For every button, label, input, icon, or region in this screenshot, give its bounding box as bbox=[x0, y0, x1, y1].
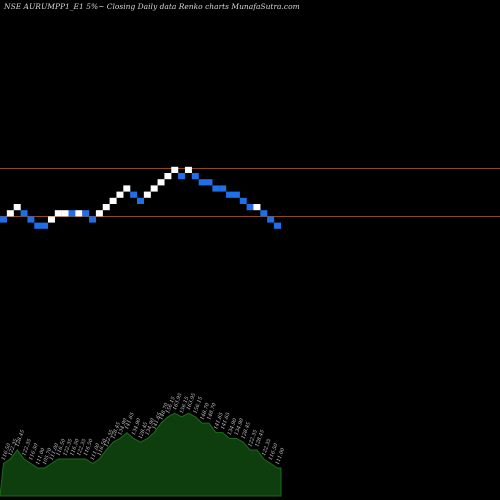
volume-label: 156.15 bbox=[179, 396, 191, 414]
volume-label: 141.65 bbox=[220, 412, 232, 430]
renko-bricks bbox=[0, 166, 281, 229]
up-brick bbox=[109, 197, 117, 204]
volume-label: 128.45 bbox=[138, 421, 150, 439]
volume-label: 148.70 bbox=[199, 402, 211, 421]
volume-label: 148.70 bbox=[158, 402, 170, 421]
down-brick bbox=[260, 210, 268, 217]
volume-label: 111.00 bbox=[275, 446, 287, 465]
down-brick bbox=[267, 216, 275, 223]
volume-label: 134.90 bbox=[145, 417, 157, 436]
up-brick bbox=[102, 204, 110, 211]
down-brick bbox=[219, 185, 227, 192]
volume-label: 111.00 bbox=[90, 442, 102, 461]
volume-label: 122.35 bbox=[62, 438, 74, 456]
volume-label: 128.45 bbox=[14, 429, 26, 447]
volume-labels: 116.50122.35128.45122.35116.50111.00105.… bbox=[1, 392, 287, 465]
down-brick bbox=[246, 204, 254, 211]
down-brick bbox=[89, 216, 97, 223]
down-brick bbox=[239, 197, 247, 204]
volume-label: 122.35 bbox=[21, 438, 33, 456]
up-brick bbox=[116, 191, 124, 198]
up-brick bbox=[95, 210, 103, 217]
up-brick bbox=[54, 210, 62, 217]
up-brick bbox=[75, 210, 83, 217]
up-brick bbox=[253, 204, 261, 211]
down-brick bbox=[226, 191, 234, 198]
down-brick bbox=[20, 210, 28, 217]
down-brick bbox=[205, 179, 213, 186]
up-brick bbox=[123, 185, 131, 192]
up-brick bbox=[150, 185, 158, 192]
down-brick bbox=[178, 173, 186, 180]
volume-label: 116.50 bbox=[83, 437, 95, 456]
volume-label: 141.65 bbox=[124, 412, 136, 430]
volume-label: 116.50 bbox=[56, 437, 68, 456]
down-brick bbox=[191, 173, 199, 180]
down-brick bbox=[212, 185, 220, 192]
volume-label: 116.50 bbox=[28, 442, 40, 461]
volume-label: 122.35 bbox=[76, 438, 88, 456]
volume-label: 141.65 bbox=[151, 412, 163, 430]
down-brick bbox=[232, 191, 240, 198]
down-brick bbox=[41, 222, 49, 229]
down-brick bbox=[130, 191, 138, 198]
volume-area-shape bbox=[0, 412, 282, 497]
up-brick bbox=[143, 191, 151, 198]
volume-label: 111.00 bbox=[49, 442, 61, 461]
volume-label: 116.50 bbox=[1, 442, 13, 461]
up-brick bbox=[13, 204, 21, 211]
volume-label: 116.50 bbox=[268, 442, 280, 461]
down-brick bbox=[68, 210, 76, 217]
volume-label: 111.00 bbox=[35, 446, 47, 465]
volume-label: 116.50 bbox=[97, 437, 109, 456]
volume-label: 122.35 bbox=[261, 438, 273, 456]
volume-label: 105.70 bbox=[42, 446, 54, 465]
volume-label: 134.90 bbox=[117, 417, 129, 436]
volume-label: 148.70 bbox=[206, 402, 218, 421]
volume-label: 128.45 bbox=[254, 429, 266, 447]
volume-label: 141.65 bbox=[213, 412, 225, 430]
down-brick bbox=[27, 216, 35, 223]
volume-label: 122.35 bbox=[8, 438, 20, 456]
down-brick bbox=[137, 197, 144, 204]
up-brick bbox=[164, 173, 172, 180]
up-brick bbox=[61, 210, 69, 217]
volume-label: 163.95 bbox=[186, 392, 198, 410]
up-brick bbox=[184, 166, 192, 173]
volume-label: 156.15 bbox=[165, 396, 177, 414]
up-brick bbox=[157, 179, 165, 186]
up-brick bbox=[47, 216, 55, 223]
up-brick bbox=[171, 166, 179, 173]
volume-label: 128.45 bbox=[110, 421, 122, 439]
down-brick bbox=[274, 222, 281, 229]
chart-title: NSE AURUMPP1_E1 5%~ Closing Daily data R… bbox=[3, 2, 300, 11]
volume-label: 116.50 bbox=[69, 437, 81, 456]
volume-label: 128.45 bbox=[240, 421, 252, 439]
volume-label: 122.35 bbox=[103, 429, 115, 447]
volume-label: 122.35 bbox=[247, 429, 259, 447]
up-brick bbox=[6, 210, 14, 217]
down-brick bbox=[34, 222, 42, 229]
down-brick bbox=[198, 179, 206, 186]
volume-label: 134.90 bbox=[234, 417, 246, 436]
volume-label: 163.95 bbox=[172, 392, 184, 410]
volume-area bbox=[0, 412, 282, 497]
down-brick bbox=[0, 216, 7, 223]
volume-label: 156.15 bbox=[193, 396, 205, 414]
volume-label: 134.90 bbox=[131, 417, 143, 436]
volume-label: 134.90 bbox=[227, 417, 239, 436]
down-brick bbox=[82, 210, 90, 217]
